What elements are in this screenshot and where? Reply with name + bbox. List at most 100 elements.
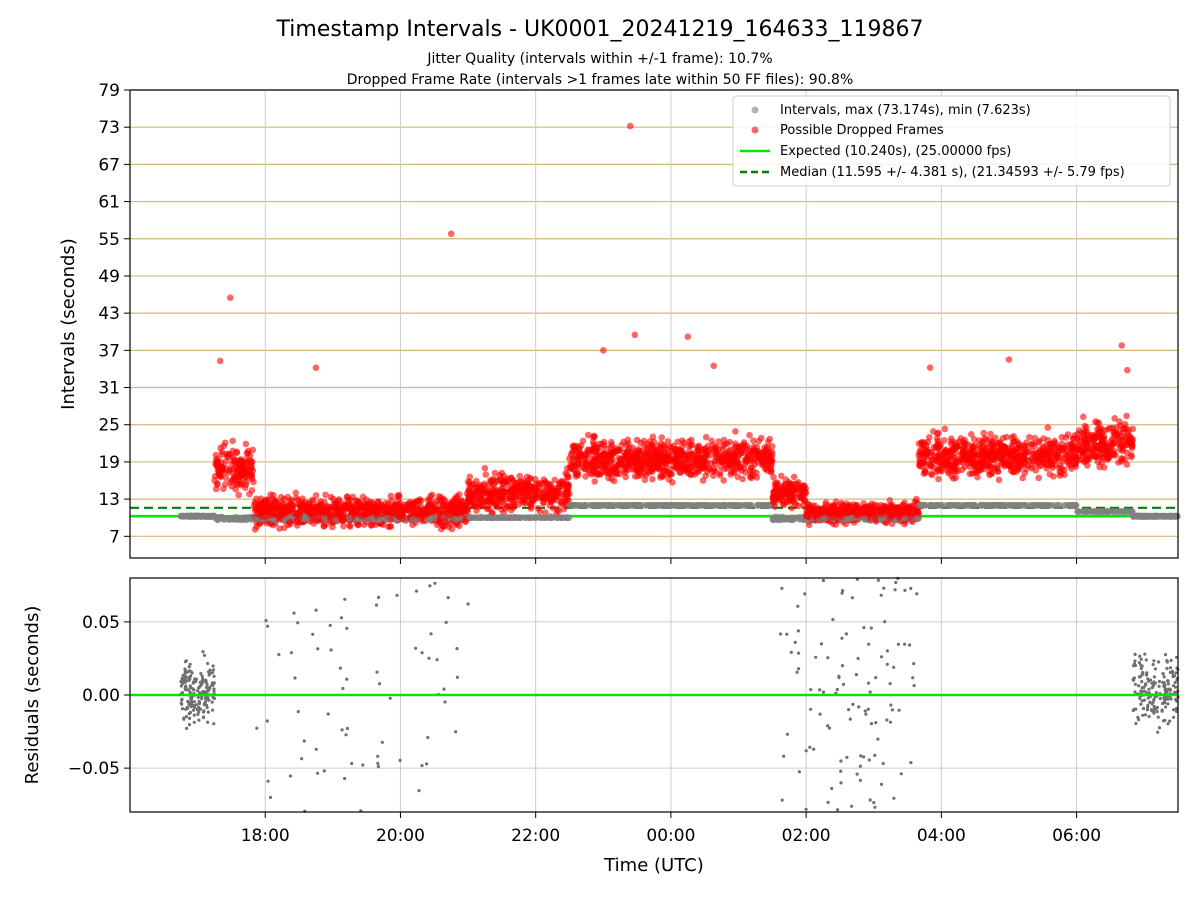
dropped-frame-point: [660, 468, 667, 475]
dropped-frame-point: [347, 523, 354, 530]
dropped-frame-point: [615, 454, 623, 462]
dropped-frame-point: [1039, 447, 1046, 455]
dropped-frame-point: [469, 491, 476, 498]
dropped-frame-point: [294, 509, 302, 517]
dropped-frame-point: [771, 495, 779, 503]
dropped-frame-point: [691, 454, 698, 461]
interval-point: [1015, 502, 1022, 509]
dropped-frame-point: [646, 438, 654, 445]
interval-point: [1152, 513, 1159, 520]
interval-point: [409, 516, 417, 523]
interval-point: [184, 512, 192, 520]
dropped-frame-point: [771, 503, 779, 511]
dropped-frame-point: [532, 493, 539, 500]
dropped-frame-point: [670, 463, 678, 470]
interval-point: [346, 515, 353, 522]
dropped-frame-point: [984, 462, 991, 470]
dropped-frame-point: [1029, 447, 1036, 455]
dropped-frame-point: [853, 512, 860, 519]
interval-point: [642, 502, 649, 509]
dropped-frame-point: [240, 471, 247, 478]
dropped-frame-point: [441, 516, 449, 524]
y-tick-label: 73: [98, 118, 120, 138]
dropped-frame-point: [221, 439, 229, 447]
dropped-frame-point: [360, 502, 368, 510]
dropped-frame-point: [935, 475, 942, 483]
legend-label-dropped: Possible Dropped Frames: [780, 123, 944, 138]
dropped-frame-point: [633, 436, 641, 444]
dropped-frame-point: [1061, 450, 1069, 458]
dropped-frame-point: [214, 459, 221, 466]
interval-point: [558, 514, 565, 521]
dropped-frame-point: [266, 503, 274, 511]
chart-subtitle-dropped: Dropped Frame Rate (intervals >1 frames …: [347, 72, 854, 88]
dropped-frame-point: [988, 469, 996, 477]
legend-marker-intervals: [751, 106, 759, 114]
dropped-frame-point: [863, 509, 870, 516]
dropped-frame-point: [941, 437, 948, 444]
dropped-frame-point: [954, 467, 962, 475]
dropped-frame-point: [253, 504, 261, 512]
dropped-frame-point: [986, 436, 994, 444]
dropped-frame-point: [516, 472, 524, 480]
dropped-frame-point: [654, 453, 662, 460]
y-tick-label: 13: [98, 490, 120, 510]
dropped-frame-point: [395, 492, 403, 500]
dropped-frame-point: [980, 450, 987, 458]
dropped-frame-point: [528, 500, 536, 507]
dropped-frame-point: [483, 505, 491, 513]
dropped-frame-point: [732, 428, 739, 435]
dropped-frame-point: [623, 450, 630, 457]
dropped-frame-point: [791, 480, 798, 488]
dropped-frame-point: [473, 477, 480, 485]
dropped-frame-point: [895, 514, 903, 521]
dropped-frame-point: [916, 462, 924, 470]
dropped-frame-point: [733, 465, 740, 472]
dropped-frame-point: [362, 511, 370, 518]
dropped-frame-point: [568, 463, 575, 471]
dropped-frame-point: [525, 488, 533, 496]
dropped-frame-point: [1099, 454, 1106, 462]
dropped-frame-point: [302, 499, 310, 507]
dropped-frame-outlier: [216, 357, 224, 365]
dropped-frame-point: [585, 451, 593, 459]
dropped-frame-point: [1111, 428, 1118, 435]
dropped-frame-point: [377, 510, 384, 517]
dropped-frame-point: [555, 507, 562, 515]
dropped-frame-point: [1123, 412, 1130, 420]
dropped-frame-point: [967, 459, 974, 467]
dropped-frame-point: [221, 469, 228, 476]
top-panel-points: [177, 122, 1181, 533]
dropped-frame-point: [1116, 446, 1124, 453]
dropped-frame-point: [488, 477, 495, 485]
chart-legend: Intervals, max (73.174s), min (7.623s) P…: [732, 95, 1171, 187]
dropped-frame-point: [419, 510, 427, 518]
dropped-frame-point: [222, 481, 229, 488]
dropped-frame-point: [252, 495, 260, 503]
dropped-frame-point: [697, 461, 705, 469]
interval-point: [498, 514, 506, 521]
dropped-frame-point: [906, 514, 914, 522]
dropped-frame-point: [387, 492, 395, 500]
dropped-frame-point: [517, 492, 525, 500]
dropped-frame-point: [830, 501, 838, 509]
dropped-frame-point: [648, 445, 655, 452]
dropped-frame-point: [392, 511, 400, 518]
dropped-frame-point: [592, 443, 600, 451]
dropped-frame-point: [462, 504, 469, 512]
dropped-frame-point: [642, 452, 649, 459]
dropped-frame-point: [334, 511, 341, 519]
dropped-frame-point: [1111, 415, 1118, 422]
dropped-frame-point: [598, 459, 606, 467]
dropped-frame-point: [216, 472, 224, 480]
interval-point: [710, 502, 717, 509]
y-tick-label: 7: [109, 527, 120, 547]
dropped-frame-point: [327, 493, 335, 501]
dropped-frame-point: [589, 466, 596, 474]
dropped-frame-point: [564, 474, 571, 481]
interval-point: [547, 514, 554, 521]
dropped-frame-point: [468, 496, 476, 503]
dropped-frame-point: [636, 469, 643, 477]
dropped-frame-point: [527, 475, 534, 483]
dropped-frame-point: [309, 509, 317, 517]
